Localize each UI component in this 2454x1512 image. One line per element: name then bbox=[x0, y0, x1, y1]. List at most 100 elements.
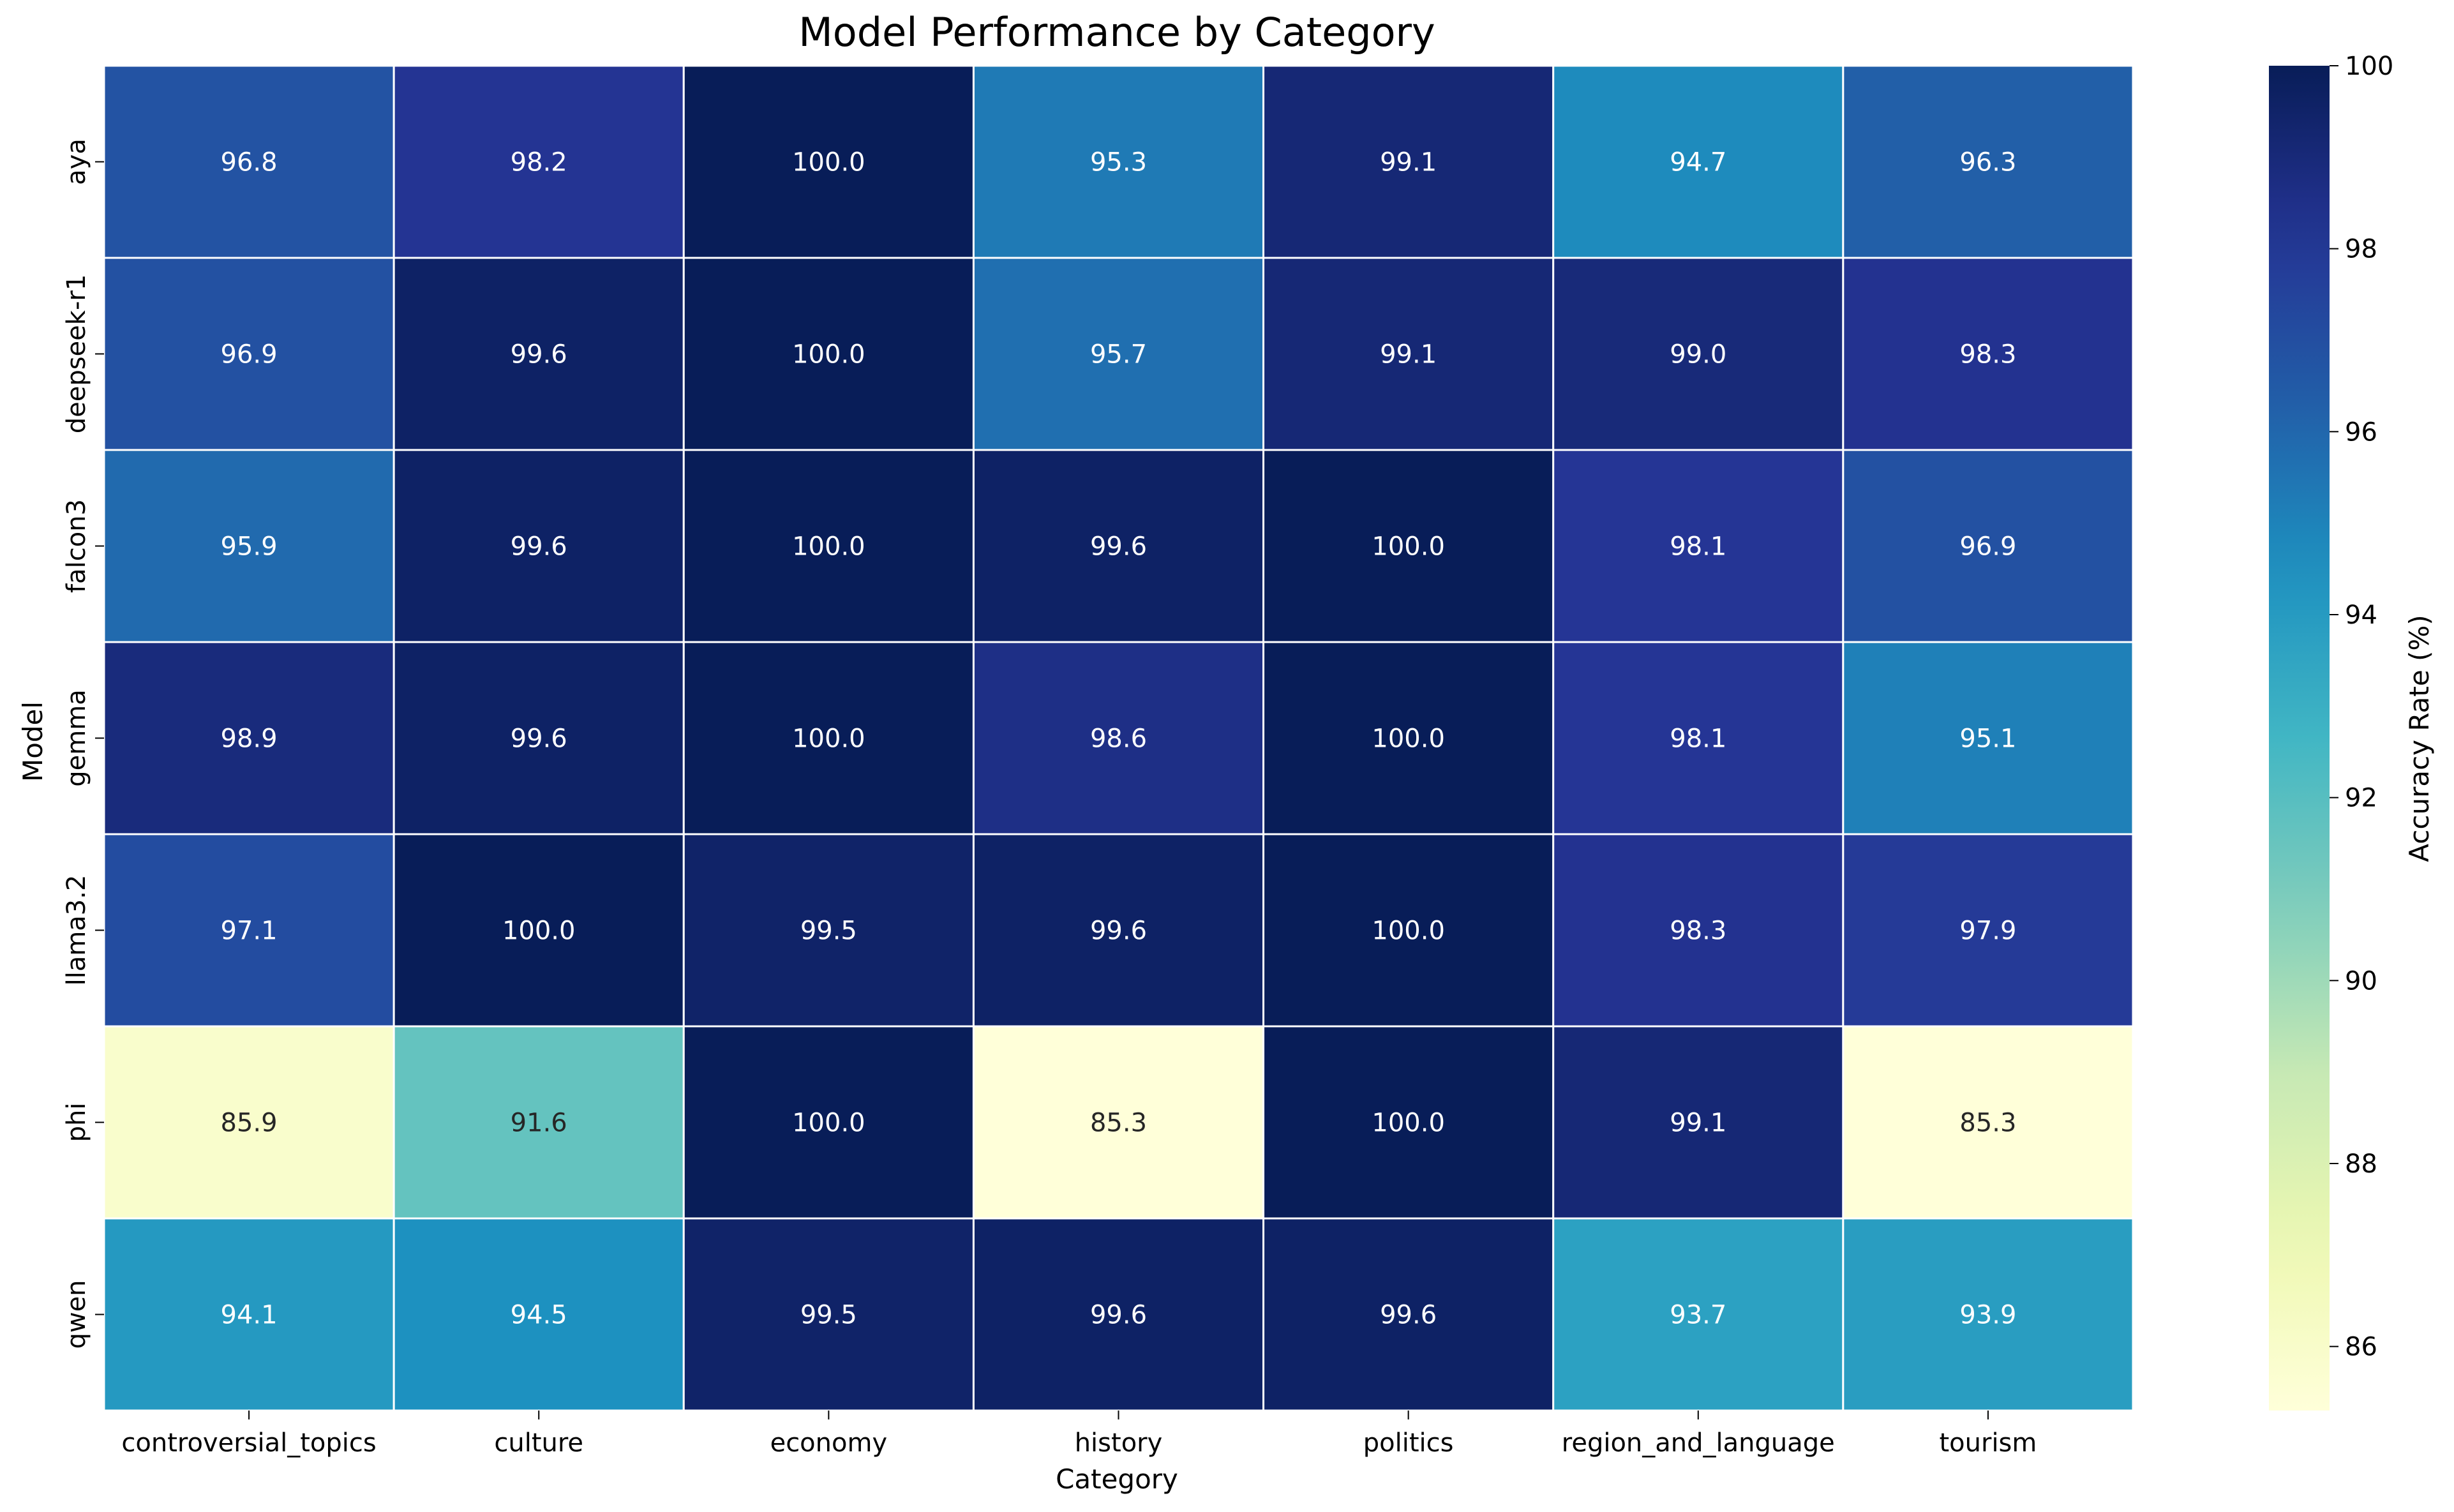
heatmap-cell bbox=[682, 257, 975, 451]
x-tick-label: economy bbox=[770, 1428, 888, 1458]
colorbar-tick-label: 100 bbox=[2345, 52, 2393, 81]
cell-value-label: 99.1 bbox=[1380, 340, 1437, 370]
heatmap-cell bbox=[1552, 257, 1844, 451]
cell-value-label: 96.9 bbox=[1959, 532, 2016, 562]
cell-value-label: 85.3 bbox=[1090, 1109, 1147, 1138]
y-tick-label: deepseek-r1 bbox=[62, 274, 91, 434]
heatmap-cell bbox=[972, 641, 1265, 835]
cell-value-label: 98.3 bbox=[1959, 340, 2016, 370]
cell-value-label: 99.6 bbox=[1090, 1301, 1147, 1330]
heatmap-cell bbox=[1842, 257, 2134, 451]
cell-value-label: 99.6 bbox=[1090, 532, 1147, 562]
colorbar-tick-label: 90 bbox=[2345, 966, 2377, 996]
heatmap-cell bbox=[1552, 64, 1844, 259]
x-tick-label: history bbox=[1075, 1428, 1163, 1458]
heatmap-cell bbox=[1552, 449, 1844, 643]
colorbar-tick-label: 98 bbox=[2345, 235, 2377, 264]
x-tick-label: tourism bbox=[1939, 1428, 2037, 1458]
heatmap-cell bbox=[103, 1025, 395, 1220]
heatmap-cell bbox=[1842, 1025, 2134, 1220]
colorbar-tick-label: 86 bbox=[2345, 1333, 2377, 1362]
heatmap-cell bbox=[682, 64, 975, 259]
heatmap-cell bbox=[682, 1025, 975, 1220]
colorbar-tick-label: 88 bbox=[2345, 1149, 2377, 1179]
heatmap-cell bbox=[393, 64, 685, 259]
cell-value-label: 95.9 bbox=[221, 532, 278, 562]
heatmap-cell bbox=[103, 641, 395, 835]
colorbar-tick-label: 94 bbox=[2345, 601, 2377, 630]
x-axis: controversial_topics culture economy histor… bbox=[121, 1411, 2037, 1458]
chart-title: Model Performance by Category bbox=[798, 9, 1435, 56]
cell-value-label: 95.1 bbox=[1959, 724, 2016, 754]
heatmap-cell bbox=[1552, 1217, 1844, 1412]
heatmap-cell bbox=[682, 1217, 975, 1412]
cell-value-label: 96.8 bbox=[221, 148, 278, 177]
cell-value-label: 100.0 bbox=[792, 724, 865, 754]
cell-value-label: 99.6 bbox=[511, 532, 567, 562]
cell-value-label: 98.9 bbox=[221, 724, 278, 754]
y-tick-label: falcon3 bbox=[62, 499, 91, 593]
cell-value-label: 100.0 bbox=[1372, 724, 1445, 754]
heatmap-cell bbox=[1842, 833, 2134, 1028]
cell-value-label: 99.6 bbox=[1380, 1301, 1437, 1330]
heatmap-cell bbox=[972, 1025, 1265, 1220]
cell-value-label: 96.9 bbox=[221, 340, 278, 370]
y-tick-label: aya bbox=[62, 138, 91, 185]
x-tick-label: politics bbox=[1363, 1428, 1454, 1458]
cell-value-label: 98.3 bbox=[1670, 917, 1726, 946]
heatmap-cell bbox=[103, 257, 395, 451]
cell-value-label: 94.7 bbox=[1670, 148, 1726, 177]
cell-value-label: 85.3 bbox=[1959, 1109, 2016, 1138]
y-tick-label: gemma bbox=[62, 689, 91, 786]
cell-value-label: 99.1 bbox=[1670, 1109, 1726, 1138]
heatmap-cell bbox=[972, 64, 1265, 259]
heatmap-cell bbox=[1842, 641, 2134, 835]
x-tick-label: culture bbox=[494, 1428, 583, 1458]
cell-value-label: 100.0 bbox=[1372, 532, 1445, 562]
cell-value-label: 94.1 bbox=[221, 1301, 278, 1330]
heatmap-cell bbox=[682, 449, 975, 643]
heatmap-cell bbox=[393, 1025, 685, 1220]
cell-value-label: 98.2 bbox=[511, 148, 567, 177]
cell-value-label: 96.3 bbox=[1959, 148, 2016, 177]
cell-value-label: 99.0 bbox=[1670, 340, 1726, 370]
cell-value-label: 98.1 bbox=[1670, 724, 1726, 754]
heatmap-cells: 96.8 98.2 100.0 95.3 99.1 94.7 96.3 96.9 99.6 100… bbox=[103, 64, 2134, 1412]
y-tick-label: llama3.2 bbox=[62, 875, 91, 986]
heatmap-cell bbox=[103, 64, 395, 259]
cell-value-label: 94.5 bbox=[511, 1301, 567, 1330]
heatmap-cell bbox=[1842, 449, 2134, 643]
cell-value-label: 95.3 bbox=[1090, 148, 1147, 177]
cell-value-label: 99.5 bbox=[800, 917, 857, 946]
heatmap-cell bbox=[103, 833, 395, 1028]
cell-value-label: 99.6 bbox=[511, 724, 567, 754]
heatmap-cell bbox=[972, 1217, 1265, 1412]
x-tick-label: region_and_language bbox=[1562, 1428, 1835, 1458]
y-tick-label: phi bbox=[62, 1103, 91, 1142]
x-tick-label: controversial_topics bbox=[121, 1428, 376, 1458]
colorbar-ticks: 86 88 90 92 94 96 98 100 bbox=[2330, 52, 2393, 1362]
heatmap-cell bbox=[393, 449, 685, 643]
heatmap-cell bbox=[393, 641, 685, 835]
heatmap-cell bbox=[103, 449, 395, 643]
cell-value-label: 99.6 bbox=[1090, 917, 1147, 946]
cell-value-label: 95.7 bbox=[1090, 340, 1147, 370]
heatmap-cell bbox=[1842, 1217, 2134, 1412]
cell-value-label: 100.0 bbox=[792, 340, 865, 370]
colorbar-tick-label: 92 bbox=[2345, 784, 2377, 813]
cell-value-label: 100.0 bbox=[1372, 1109, 1445, 1138]
cell-value-label: 99.5 bbox=[800, 1301, 857, 1330]
colorbar bbox=[2269, 66, 2330, 1411]
y-axis: aya deepseek-r1 falcon3 gemma llama3.2 phi qwe… bbox=[62, 138, 104, 1349]
x-axis-title: Category bbox=[1056, 1463, 1178, 1495]
cell-value-label: 93.7 bbox=[1670, 1301, 1726, 1330]
cell-value-label: 93.9 bbox=[1959, 1301, 2016, 1330]
heatmap-cell bbox=[1262, 449, 1555, 643]
cell-value-label: 99.1 bbox=[1380, 148, 1437, 177]
heatmap-cell bbox=[1262, 1217, 1555, 1412]
cell-value-label: 100.0 bbox=[792, 148, 865, 177]
heatmap-cell bbox=[682, 833, 975, 1028]
colorbar-title: Accuracy Rate (%) bbox=[2404, 615, 2435, 862]
